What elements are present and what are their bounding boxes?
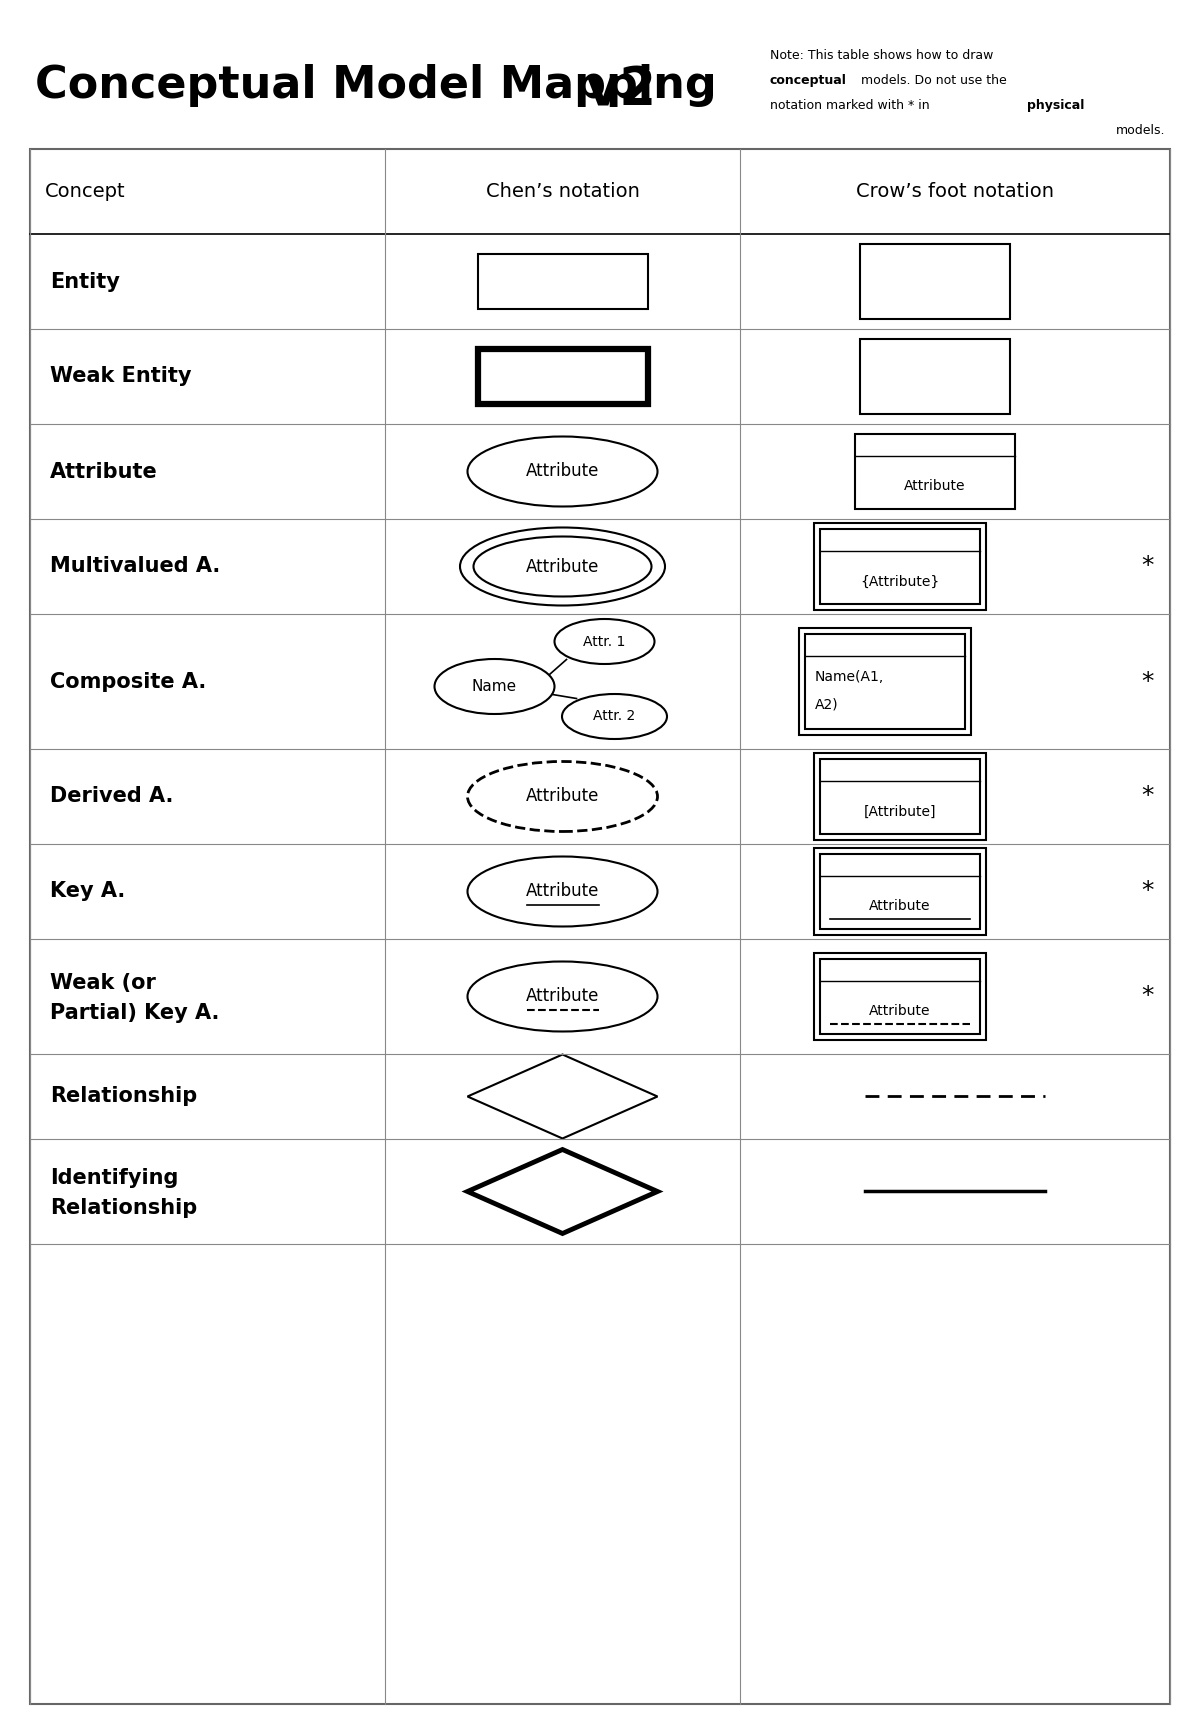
Ellipse shape [554,619,654,664]
Text: Relationship: Relationship [50,1087,197,1106]
Text: physical: physical [1027,99,1085,113]
Ellipse shape [434,659,554,714]
Bar [814,848,986,935]
Ellipse shape [460,527,665,605]
Bar [820,759,980,834]
Ellipse shape [468,961,658,1032]
Text: Attribute: Attribute [50,461,157,482]
Text: notation marked with * in: notation marked with * in [770,99,934,113]
Text: Attr. 2: Attr. 2 [593,709,636,723]
Text: Crow’s foot notation: Crow’s foot notation [856,182,1054,201]
Ellipse shape [468,857,658,926]
Text: Chen’s notation: Chen’s notation [486,182,640,201]
Text: Weak Entity: Weak Entity [50,366,192,387]
Text: Attribute: Attribute [526,787,599,806]
Text: A2): A2) [815,699,839,713]
Text: Derived A.: Derived A. [50,787,173,806]
Text: {Attribute}: {Attribute} [860,574,940,588]
Text: Name: Name [472,680,517,694]
Ellipse shape [468,437,658,506]
Text: *: * [1142,669,1154,694]
Text: Partial) Key A.: Partial) Key A. [50,1004,220,1023]
Text: conceptual: conceptual [770,75,847,87]
Text: Concept: Concept [46,182,126,201]
Text: Attribute: Attribute [905,480,966,494]
Bar [820,959,980,1033]
Text: models. Do not use the: models. Do not use the [857,75,1007,87]
Bar [814,753,986,839]
Text: Composite A.: Composite A. [50,671,206,692]
Text: *: * [1142,879,1154,903]
Bar [860,244,1010,319]
Text: *: * [1142,784,1154,808]
Ellipse shape [474,536,652,596]
Text: *: * [1142,985,1154,1009]
Polygon shape [468,1150,658,1233]
Text: models.: models. [1116,125,1165,137]
Bar [799,628,971,735]
Ellipse shape [468,761,658,832]
Ellipse shape [562,694,667,739]
Text: Multivalued A.: Multivalued A. [50,557,221,576]
Bar [478,253,648,309]
Bar [814,524,986,610]
Text: Attribute: Attribute [526,987,599,1006]
Text: Name(A1,: Name(A1, [815,669,884,683]
Bar [860,340,1010,414]
Text: *: * [1142,555,1154,579]
Bar [814,954,986,1040]
Bar [478,349,648,404]
Text: Identifying: Identifying [50,1169,179,1188]
Text: Attribute: Attribute [526,883,599,900]
Text: Note: This table shows how to draw: Note: This table shows how to draw [770,49,994,62]
Bar [820,529,980,603]
Text: Conceptual Model Mapping: Conceptual Model Mapping [35,64,732,108]
Bar [820,855,980,929]
Text: Relationship: Relationship [50,1198,197,1219]
Text: Attribute: Attribute [869,1004,931,1018]
Text: v2: v2 [586,64,656,116]
Bar [856,434,1015,510]
Bar [805,635,965,728]
Text: Weak (or: Weak (or [50,973,156,994]
Bar [30,149,1170,1705]
Text: Attr. 1: Attr. 1 [583,635,625,649]
Text: [Attribute]: [Attribute] [864,805,936,818]
Text: Entity: Entity [50,272,120,291]
Text: Attribute: Attribute [869,900,931,914]
Text: Attribute: Attribute [526,463,599,480]
Polygon shape [468,1054,658,1139]
Text: Key A.: Key A. [50,881,125,902]
Text: Attribute: Attribute [526,558,599,576]
